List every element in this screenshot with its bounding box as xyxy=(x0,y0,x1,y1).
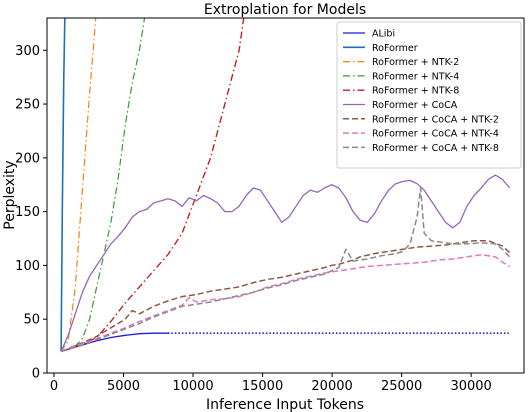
series-line-roformer-coca-ntk-2 xyxy=(60,239,511,353)
y-tick-label: 300 xyxy=(15,44,40,59)
y-tick-label: 200 xyxy=(15,151,40,166)
series-line-roformer-coca-ntk-4 xyxy=(60,253,510,353)
legend-label-roformer: RoFormer xyxy=(372,43,418,54)
legend-label-roformer-coca: RoFormer + CoCA xyxy=(372,100,458,111)
y-tick-label: 250 xyxy=(15,98,40,113)
legend-label-roformer-coca-ntk-4: RoFormer + CoCA + NTK-4 xyxy=(372,129,499,140)
x-tick-label: 0 xyxy=(50,379,58,394)
y-tick-label: 100 xyxy=(15,259,40,274)
legend-label-roformer-ntk-2: RoFormer + NTK-2 xyxy=(372,57,459,68)
chart-title: Extroplation for Models xyxy=(204,2,366,18)
y-axis-title: Perplexity xyxy=(2,160,18,229)
x-tick-label: 15000 xyxy=(242,379,283,394)
x-tick-label: 10000 xyxy=(172,379,213,394)
y-tick-label: 150 xyxy=(15,205,40,220)
y-tick-label: 0 xyxy=(32,367,40,382)
x-tick-label: 20000 xyxy=(311,379,352,394)
series-line-roformer xyxy=(60,18,66,352)
ticks-layer: 0 5000 10000 15000 20000 25000 30000 0 50 100 150 2… xyxy=(15,44,492,394)
series-line-roformer-coca-ntk-8 xyxy=(60,187,511,353)
legend-label-roformer-coca-ntk-2: RoFormer + CoCA + NTK-2 xyxy=(372,114,499,125)
legend-label-roformer-ntk-8: RoFormer + NTK-8 xyxy=(372,86,459,97)
legend-box xyxy=(336,21,522,169)
x-tick-label: 30000 xyxy=(450,379,491,394)
series-line-roformer-ntk-8 xyxy=(60,18,245,353)
legend-label-roformer-coca-ntk-8: RoFormer + CoCA + NTK-8 xyxy=(372,143,499,154)
series-line-roformer-ntk-2 xyxy=(60,18,97,352)
y-tick-label: 50 xyxy=(23,313,40,328)
legend-label-alibi: ALibi xyxy=(372,29,395,40)
legend-label-roformer-ntk-4: RoFormer + NTK-4 xyxy=(372,71,459,82)
x-tick-label: 5000 xyxy=(107,379,140,394)
legend: ALibi RoFormer RoFormer + NTK-2 RoFormer + … xyxy=(336,21,522,169)
x-axis-title: Inference Input Tokens xyxy=(206,397,364,412)
series-layer xyxy=(60,18,511,353)
plot-frame xyxy=(46,17,525,374)
series-line-roformer-coca xyxy=(60,174,511,352)
x-tick-label: 25000 xyxy=(381,379,422,394)
